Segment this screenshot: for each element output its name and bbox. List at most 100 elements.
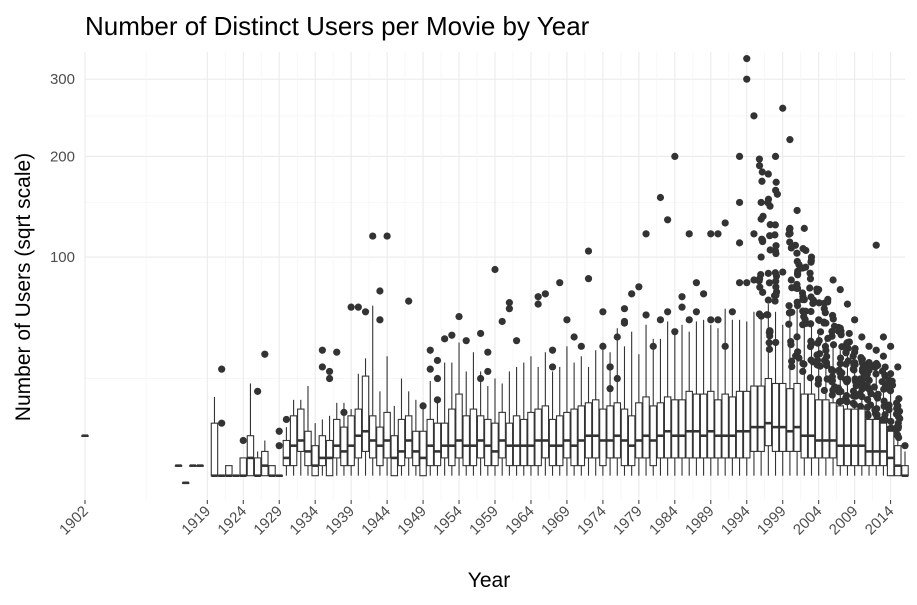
outlier-point bbox=[887, 370, 895, 378]
box-iqr bbox=[599, 408, 607, 467]
box-iqr bbox=[541, 405, 550, 459]
outlier-point bbox=[692, 279, 701, 287]
outlier-point bbox=[815, 316, 823, 324]
box-iqr bbox=[555, 415, 564, 467]
box-iqr bbox=[793, 382, 801, 452]
outlier-point bbox=[806, 275, 815, 283]
outlier-point bbox=[735, 279, 744, 287]
outlier-point bbox=[807, 307, 815, 316]
box-iqr bbox=[297, 408, 305, 452]
outlier-point bbox=[548, 346, 557, 354]
outlier-point bbox=[455, 312, 463, 321]
outlier-point bbox=[858, 333, 866, 341]
box-iqr bbox=[433, 422, 442, 467]
y-tick-label: 100 bbox=[50, 249, 75, 266]
box-iqr bbox=[340, 426, 348, 467]
box-iqr bbox=[685, 390, 693, 459]
box-iqr bbox=[455, 393, 463, 459]
box-iqr bbox=[311, 445, 319, 477]
outlier-point bbox=[275, 442, 283, 450]
box-iqr bbox=[304, 430, 312, 467]
x-axis-ticks: 1902 1919 1924 1929 1934 1939 1944 1949 1954 1959… bbox=[56, 500, 897, 538]
outlier-point bbox=[865, 342, 873, 350]
outlier-point bbox=[433, 374, 442, 383]
outlier-point bbox=[772, 178, 780, 186]
boxes-layer bbox=[81, 55, 909, 485]
outlier-point bbox=[714, 316, 722, 324]
box-iqr bbox=[440, 422, 449, 459]
y-axis-ticks: 100 200 300 bbox=[50, 71, 75, 266]
box-iqr bbox=[261, 450, 269, 477]
outlier-point bbox=[743, 55, 751, 63]
outlier-point bbox=[426, 365, 434, 373]
box-iqr bbox=[548, 418, 557, 467]
outlier-point bbox=[750, 230, 758, 238]
box-iqr bbox=[635, 402, 643, 459]
outlier-point bbox=[664, 308, 672, 316]
outlier-point bbox=[325, 374, 334, 383]
outlier-point bbox=[692, 308, 701, 316]
box-iqr bbox=[591, 399, 600, 459]
box-iqr bbox=[663, 396, 672, 459]
box-iqr bbox=[714, 399, 722, 459]
outlier-point bbox=[405, 297, 413, 305]
outlier-point bbox=[791, 241, 799, 249]
box-iqr bbox=[368, 415, 377, 459]
box-iqr bbox=[649, 405, 657, 467]
outlier-point bbox=[821, 309, 829, 317]
outlier-point bbox=[376, 287, 384, 295]
box-iqr bbox=[692, 393, 701, 459]
outlier-point bbox=[239, 436, 247, 445]
outlier-point bbox=[887, 377, 895, 385]
outlier-point bbox=[771, 221, 779, 229]
outlier-point bbox=[851, 348, 859, 356]
box-iqr bbox=[678, 399, 686, 459]
box-iqr bbox=[239, 457, 247, 477]
outlier-point bbox=[462, 337, 470, 345]
x-tick-label: 1974 bbox=[574, 503, 610, 539]
box-iqr bbox=[728, 396, 737, 459]
box-iqr bbox=[253, 457, 262, 477]
outlier-point bbox=[806, 374, 814, 382]
outlier-point bbox=[845, 329, 853, 338]
outlier-point bbox=[685, 316, 693, 324]
outlier-point bbox=[829, 276, 837, 284]
outlier-point bbox=[448, 331, 456, 339]
outlier-point bbox=[534, 300, 542, 308]
box-iqr bbox=[613, 402, 622, 459]
outlier-point bbox=[785, 230, 793, 238]
outlier-point bbox=[872, 346, 880, 354]
box-iqr bbox=[836, 405, 845, 467]
outlier-point bbox=[807, 253, 816, 261]
outlier-point bbox=[815, 299, 823, 307]
box-iqr bbox=[484, 418, 492, 467]
box-iqr bbox=[743, 390, 751, 459]
box-iqr bbox=[886, 430, 895, 477]
outlier-point bbox=[642, 311, 650, 319]
outlier-point bbox=[635, 283, 643, 291]
box-iqr bbox=[843, 408, 852, 467]
box-iqr bbox=[786, 388, 794, 452]
box-iqr bbox=[584, 402, 593, 459]
outlier-point bbox=[563, 316, 571, 324]
outlier-point bbox=[505, 299, 513, 307]
outlier-point bbox=[548, 363, 557, 371]
outlier-point bbox=[318, 346, 326, 354]
outlier-point bbox=[512, 337, 521, 345]
outlier-point bbox=[757, 198, 765, 207]
outlier-point bbox=[828, 332, 836, 340]
outlier-point bbox=[764, 269, 772, 277]
outlier-point bbox=[758, 235, 766, 243]
outlier-point bbox=[678, 293, 686, 301]
outlier-point bbox=[261, 350, 269, 358]
box-iqr bbox=[671, 399, 679, 459]
outlier-point bbox=[806, 284, 814, 292]
outlier-point bbox=[836, 285, 844, 294]
outlier-point bbox=[786, 224, 794, 232]
outlier-point bbox=[757, 215, 765, 223]
outlier-point bbox=[707, 230, 715, 238]
outlier-point bbox=[885, 406, 893, 414]
box-iqr bbox=[491, 422, 499, 467]
box-iqr bbox=[246, 435, 255, 477]
